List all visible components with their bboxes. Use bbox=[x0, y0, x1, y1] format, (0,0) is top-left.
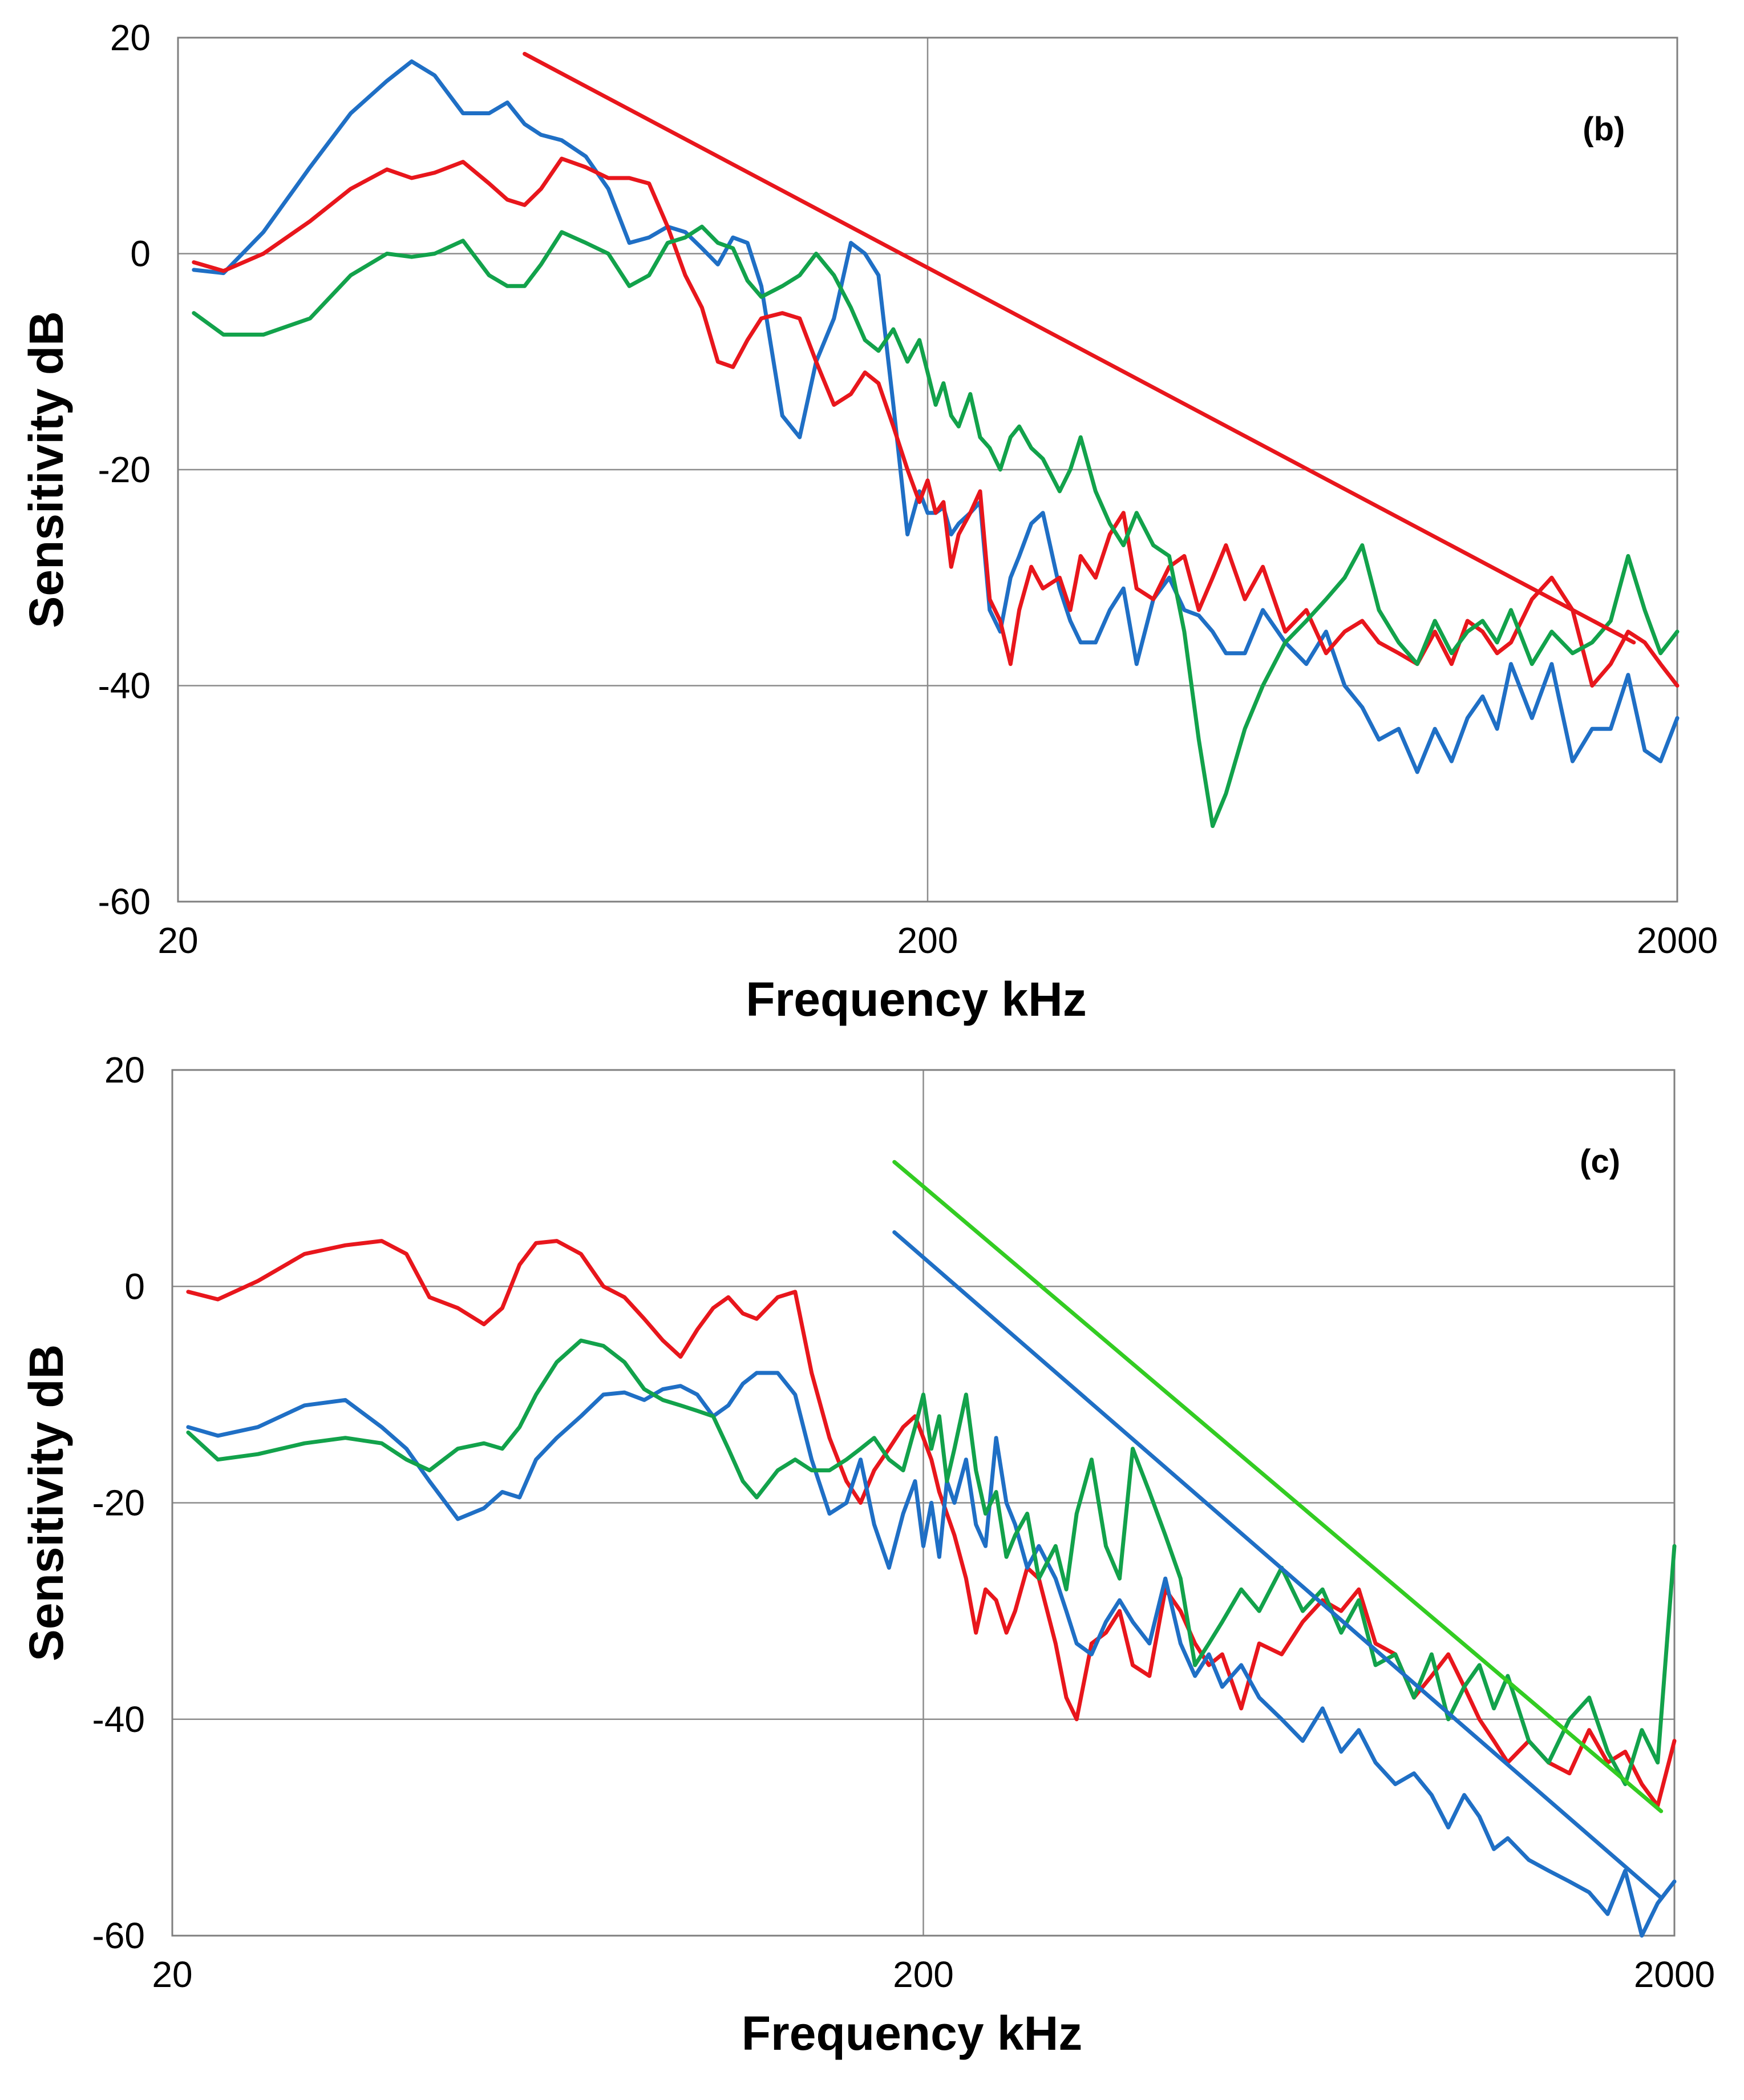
y-tick-label: 20 bbox=[110, 17, 151, 58]
x-axis-title: Frequency kHz bbox=[742, 2006, 1083, 2060]
series-red-line bbox=[192, 156, 1680, 688]
y-tick-label: -20 bbox=[98, 449, 151, 490]
series-green-line bbox=[186, 1338, 1677, 1786]
y-axis-title: Sensitivity dB bbox=[19, 311, 73, 628]
series-red-line bbox=[186, 1239, 1677, 1808]
series-green-fit-line bbox=[892, 1160, 1664, 1814]
x-tick-label: 200 bbox=[893, 1954, 954, 1995]
y-tick-label: -60 bbox=[92, 1915, 145, 1956]
x-tick-label: 200 bbox=[897, 920, 958, 961]
y-axis-title: Sensitivity dB bbox=[19, 1344, 73, 1661]
series-red-fit-line bbox=[523, 51, 1636, 645]
series-blue-line bbox=[192, 59, 1680, 774]
panel-b-plot-area bbox=[177, 37, 1678, 903]
panel-c-plot-area bbox=[171, 1069, 1676, 1937]
series-green-line bbox=[192, 224, 1680, 828]
x-tick-label: 2000 bbox=[1637, 920, 1718, 961]
x-tick-label: 20 bbox=[152, 1954, 192, 1995]
y-tick-label: -40 bbox=[98, 665, 151, 706]
y-tick-label: -20 bbox=[92, 1483, 145, 1524]
x-tick-label: 2000 bbox=[1634, 1954, 1715, 1995]
panel-b-chart: 20 200 2000 20 0 -20 -40 -60 Frequency k… bbox=[19, 17, 1718, 1026]
x-axis-title: Frequency kHz bbox=[746, 972, 1087, 1026]
y-tick-label: 0 bbox=[124, 1266, 145, 1307]
x-tick-label: 20 bbox=[157, 920, 198, 961]
panel-label: (b) bbox=[1583, 111, 1625, 148]
y-tick-label: 20 bbox=[104, 1049, 145, 1091]
series-blue-line bbox=[186, 1371, 1677, 1938]
y-tick-label: -60 bbox=[98, 881, 151, 922]
y-tick-label: -40 bbox=[92, 1699, 145, 1740]
y-tick-label: 0 bbox=[130, 233, 151, 274]
series-blue-fit-line bbox=[892, 1230, 1664, 1900]
panel-c-chart: 20 200 2000 20 0 -20 -40 -60 Frequency k… bbox=[19, 1049, 1715, 2060]
panel-label: (c) bbox=[1580, 1143, 1620, 1180]
